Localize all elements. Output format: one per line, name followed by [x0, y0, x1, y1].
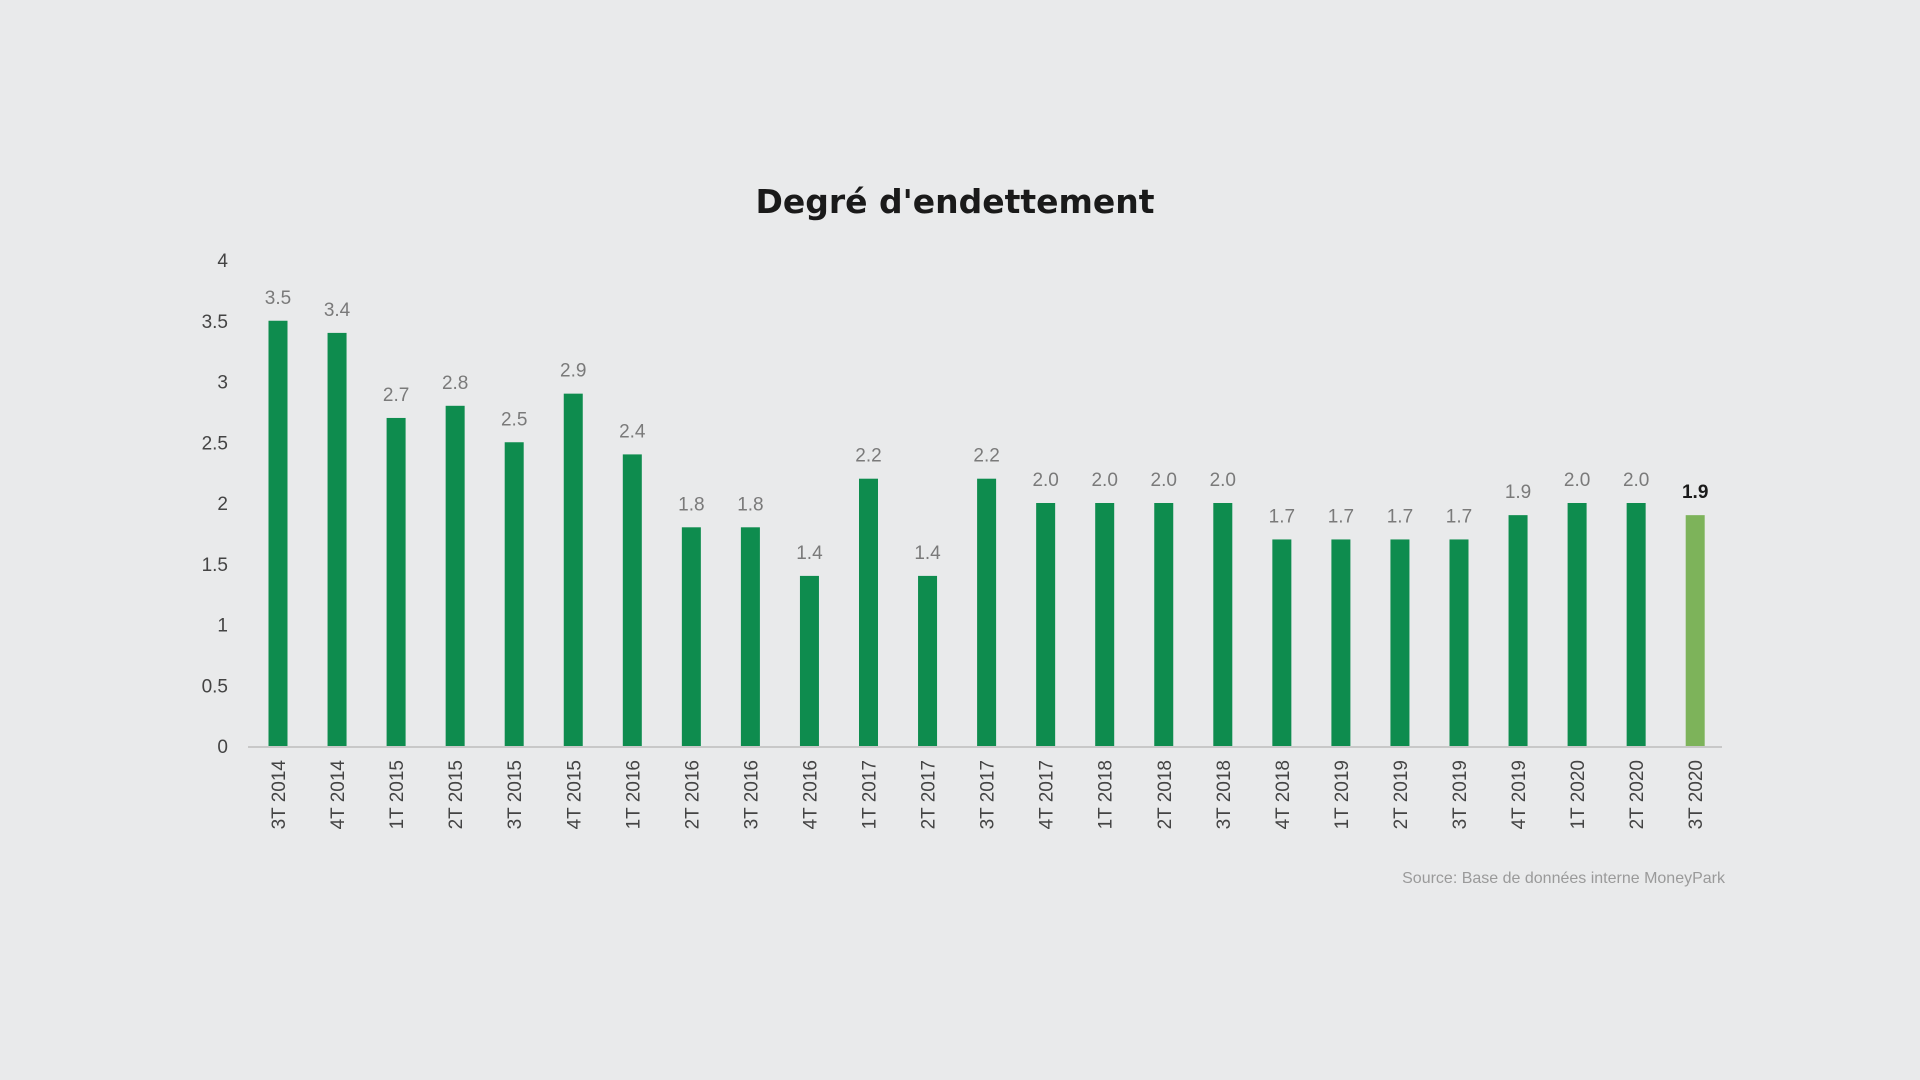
- x-tick-label: 1T 2016: [623, 760, 644, 829]
- x-tick-label: 1T 2019: [1332, 760, 1353, 829]
- data-label: 2.5: [501, 409, 527, 430]
- data-label: 2.2: [973, 446, 999, 467]
- x-tick-label: 1T 2018: [1096, 760, 1117, 829]
- bar: [1272, 539, 1292, 746]
- bar: [1154, 503, 1174, 746]
- bar: [1331, 539, 1351, 746]
- x-tick-label: 1T 2017: [860, 760, 881, 829]
- x-tick-label: 1T 2020: [1568, 760, 1589, 829]
- data-label: 3.5: [265, 288, 291, 309]
- x-tick-label: 2T 2016: [682, 760, 703, 829]
- x-tick-label: 4T 2018: [1273, 760, 1294, 829]
- bar: [977, 478, 997, 746]
- data-label: 1.8: [737, 494, 763, 515]
- x-tick-label: 3T 2016: [741, 760, 762, 829]
- data-label: 1.8: [678, 494, 704, 515]
- data-label: 1.4: [796, 543, 823, 564]
- x-tick-label: 4T 2019: [1509, 760, 1530, 829]
- bar: [1390, 539, 1410, 746]
- bar: [1449, 539, 1469, 746]
- y-tick-label: 4: [217, 251, 228, 272]
- data-label: 2.8: [442, 373, 468, 394]
- x-tick-label: 4T 2017: [1037, 760, 1058, 829]
- x-tick-label: 4T 2016: [800, 760, 821, 829]
- x-tick-label: 2T 2018: [1155, 760, 1176, 829]
- x-tick-label: 3T 2019: [1450, 760, 1471, 829]
- bar: [918, 575, 938, 746]
- chart-title: Degré d'endettement: [755, 182, 1154, 221]
- data-label: 1.7: [1328, 506, 1354, 527]
- bar: [1685, 515, 1705, 746]
- data-labels: 3.5 3.4 2.7 2.8 2.5 2.9 2.4 1.8 1.8 1.4 2.2 1.4 2.2 2…: [265, 288, 1709, 564]
- data-label: 2.7: [383, 385, 409, 406]
- bar: [681, 527, 701, 746]
- bar: [1508, 515, 1528, 746]
- bar: [799, 575, 819, 746]
- bar: [327, 332, 347, 746]
- data-label: 1.9: [1682, 482, 1708, 503]
- data-label: 3.4: [324, 300, 351, 321]
- bar: [268, 320, 288, 746]
- bar: [1213, 503, 1233, 746]
- data-label: 2.0: [1564, 470, 1590, 491]
- bar: [859, 478, 878, 746]
- x-tick-label: 4T 2014: [328, 760, 349, 830]
- y-tick-label: 2.5: [202, 433, 228, 454]
- data-label: 2.0: [1091, 470, 1117, 491]
- data-label: 2.9: [560, 361, 586, 382]
- data-label: 1.4: [914, 543, 941, 564]
- data-label: 1.7: [1387, 506, 1413, 527]
- bar: [1036, 503, 1056, 746]
- x-tick-label: 4T 2015: [564, 760, 585, 829]
- bar: [445, 405, 465, 746]
- x-tick-label: 2T 2015: [446, 760, 467, 829]
- y-tick-label: 0: [217, 737, 228, 758]
- x-axis: 3T 2014 4T 2014 1T 2015 2T 2015 3T 2015 4T 20…: [269, 760, 1707, 830]
- data-label: 2.0: [1151, 470, 1177, 491]
- data-label: 1.7: [1269, 506, 1295, 527]
- x-tick-label: 2T 2020: [1627, 760, 1648, 829]
- y-tick-label: 0.5: [202, 676, 228, 697]
- x-tick-label: 3T 2014: [269, 760, 290, 830]
- x-tick-label: 1T 2015: [387, 760, 408, 829]
- data-label: 2.0: [1210, 470, 1236, 491]
- bar: [740, 527, 760, 746]
- data-label: 2.0: [1623, 470, 1649, 491]
- y-tick-label: 1.5: [202, 555, 228, 576]
- bar: [504, 442, 524, 746]
- x-tick-label: 3T 2017: [978, 760, 999, 829]
- x-tick-label: 2T 2019: [1391, 760, 1412, 829]
- data-label: 1.9: [1505, 482, 1531, 503]
- x-tick-label: 3T 2020: [1686, 760, 1707, 829]
- data-label: 2.4: [619, 421, 646, 442]
- data-label: 2.2: [855, 446, 881, 467]
- x-tick-label: 3T 2015: [505, 760, 526, 829]
- x-tick-label: 3T 2018: [1214, 760, 1235, 829]
- y-axis: 0 0.5 1 1.5 2 2.5 3 3.5 4: [202, 251, 229, 758]
- y-tick-label: 3: [217, 373, 228, 394]
- bar-series: [268, 320, 1705, 746]
- x-tick-label: 2T 2017: [919, 760, 940, 829]
- bar: [1626, 503, 1646, 746]
- source-note: Source: Base de données interne MoneyPar…: [1402, 870, 1726, 887]
- bar: [1095, 503, 1115, 746]
- bar: [563, 393, 583, 746]
- data-label: 2.0: [1032, 470, 1058, 491]
- y-tick-label: 2: [217, 494, 228, 515]
- data-label: 1.7: [1446, 506, 1472, 527]
- bar: [1567, 503, 1587, 746]
- bar: [386, 417, 406, 746]
- y-tick-label: 1: [217, 616, 228, 637]
- y-tick-label: 3.5: [202, 312, 228, 333]
- bar: [622, 454, 642, 746]
